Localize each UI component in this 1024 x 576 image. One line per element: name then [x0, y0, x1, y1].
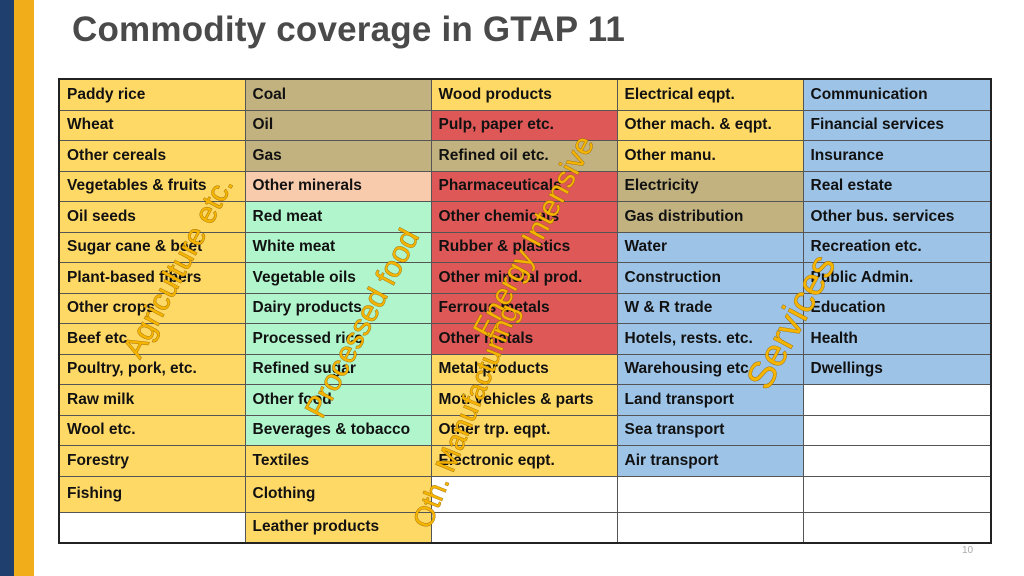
table-cell: Dwellings	[802, 353, 992, 385]
table-cell: Clothing	[244, 475, 432, 513]
page-number: 10	[962, 545, 974, 556]
table-cell: Pharmaceuticals	[430, 170, 618, 202]
table-cell: Other minerals	[244, 170, 432, 202]
table-cell: Recreation etc.	[802, 231, 992, 263]
table-row: Leather products	[58, 511, 992, 544]
table-cell: Communication	[802, 78, 992, 111]
table-cell: Water	[616, 231, 804, 263]
table-cell: Other mineral prod.	[430, 262, 618, 294]
table-cell: Mot. vehicles & parts	[430, 384, 618, 416]
table-cell: Pulp, paper etc.	[430, 109, 618, 141]
table-cell: Air transport	[616, 445, 804, 477]
table-cell	[616, 511, 804, 544]
table-cell: Sugar cane & beet	[58, 231, 246, 263]
table-cell: Plant-based fibers	[58, 262, 246, 294]
left-accent-bar-gold	[14, 0, 34, 576]
table-cell: Gas distribution	[616, 201, 804, 233]
left-accent-bar-gap	[34, 0, 38, 576]
table-row: Fishing Clothing	[58, 475, 992, 513]
table-row: Sugar cane & beet White meat Rubber & plas…	[58, 231, 992, 263]
commodity-table: Paddy rice Coal Wood products Electrical eq…	[58, 78, 992, 544]
table-row: Vegetables & fruits Other minerals Pharmac…	[58, 170, 992, 202]
table-row: Poultry, pork, etc. Refined sugar Metal pr…	[58, 353, 992, 385]
table-row: Wheat Oil Pulp, paper etc. Other mach. & eq…	[58, 109, 992, 141]
table-cell: Ferrous metals	[430, 292, 618, 324]
table-row: Other cereals Gas Refined oil etc. Other ma…	[58, 140, 992, 172]
table-row: Forestry Textiles Electronic eqpt. Air tran…	[58, 445, 992, 477]
table-cell: Metal products	[430, 353, 618, 385]
table-row: Oil seeds Red meat Other chemicals Gas dist…	[58, 201, 992, 233]
table-cell	[616, 475, 804, 513]
table-cell: Wheat	[58, 109, 246, 141]
table-row: Raw milk Other food Mot. vehicles & parts L…	[58, 384, 992, 416]
table-cell: Financial services	[802, 109, 992, 141]
table-cell: Forestry	[58, 445, 246, 477]
table-cell: Refined sugar	[244, 353, 432, 385]
table-cell: Raw milk	[58, 384, 246, 416]
table-cell: Processed rice	[244, 323, 432, 355]
table-cell: Construction	[616, 262, 804, 294]
table-cell: Paddy rice	[58, 78, 246, 111]
table-cell: Other cereals	[58, 140, 246, 172]
table-cell	[430, 511, 618, 544]
table-cell: Gas	[244, 140, 432, 172]
table-cell: Wool etc.	[58, 414, 246, 446]
table-cell	[802, 414, 992, 446]
table-cell: Education	[802, 292, 992, 324]
table-cell: Other bus. services	[802, 201, 992, 233]
table-cell: Vegetable oils	[244, 262, 432, 294]
table-cell	[802, 445, 992, 477]
table-cell: Wood products	[430, 78, 618, 111]
table-cell: Beverages & tobacco	[244, 414, 432, 446]
table-cell: Sea transport	[616, 414, 804, 446]
table-cell: Fishing	[58, 475, 246, 513]
commodity-table-body: Paddy rice Coal Wood products Electrical eq…	[58, 78, 992, 544]
table-cell: Beef etc.	[58, 323, 246, 355]
left-accent-bar-navy	[0, 0, 14, 576]
table-cell: Hotels, rests. etc.	[616, 323, 804, 355]
table-cell: Coal	[244, 78, 432, 111]
table-cell	[430, 475, 618, 513]
table-cell: White meat	[244, 231, 432, 263]
table-cell: Other trp. eqpt.	[430, 414, 618, 446]
table-cell: Textiles	[244, 445, 432, 477]
table-cell: Land transport	[616, 384, 804, 416]
table-cell: Other chemicals	[430, 201, 618, 233]
table-cell: Electrical eqpt.	[616, 78, 804, 111]
table-cell: W & R trade	[616, 292, 804, 324]
table-cell: Vegetables & fruits	[58, 170, 246, 202]
table-cell: Real estate	[802, 170, 992, 202]
table-cell: Poultry, pork, etc.	[58, 353, 246, 385]
table-row: Paddy rice Coal Wood products Electrical eq…	[58, 78, 992, 111]
table-cell: Refined oil etc.	[430, 140, 618, 172]
table-row: Plant-based fibers Vegetable oils Other mi…	[58, 262, 992, 294]
table-cell: Other food	[244, 384, 432, 416]
table-cell	[802, 511, 992, 544]
table-row: Beef etc. Processed rice Other metals Hotel…	[58, 323, 992, 355]
table-cell: Dairy products	[244, 292, 432, 324]
table-cell: Electronic eqpt.	[430, 445, 618, 477]
table-cell: Rubber & plastics	[430, 231, 618, 263]
table-cell: Leather products	[244, 511, 432, 544]
table-cell: Electricity	[616, 170, 804, 202]
table-cell: Other crops	[58, 292, 246, 324]
table-cell: Oil	[244, 109, 432, 141]
table-cell	[802, 384, 992, 416]
table-cell: Other mach. & eqpt.	[616, 109, 804, 141]
table-cell	[58, 511, 246, 544]
slide-title: Commodity coverage in GTAP 11	[72, 10, 625, 49]
table-cell: Health	[802, 323, 992, 355]
table-cell: Oil seeds	[58, 201, 246, 233]
table-row: Wool etc. Beverages & tobacco Other trp. e…	[58, 414, 992, 446]
table-row: Other crops Dairy products Ferrous metals W…	[58, 292, 992, 324]
table-cell	[802, 475, 992, 513]
table-cell: Warehousing etc.	[616, 353, 804, 385]
table-cell: Insurance	[802, 140, 992, 172]
table-cell: Public Admin.	[802, 262, 992, 294]
table-cell: Other manu.	[616, 140, 804, 172]
table-cell: Red meat	[244, 201, 432, 233]
table-cell: Other metals	[430, 323, 618, 355]
